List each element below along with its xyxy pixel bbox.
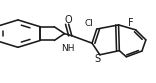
Text: S: S <box>94 54 100 63</box>
Text: Cl: Cl <box>85 19 94 28</box>
Text: O: O <box>64 15 72 25</box>
Text: NH: NH <box>61 44 75 53</box>
Text: F: F <box>128 18 134 28</box>
